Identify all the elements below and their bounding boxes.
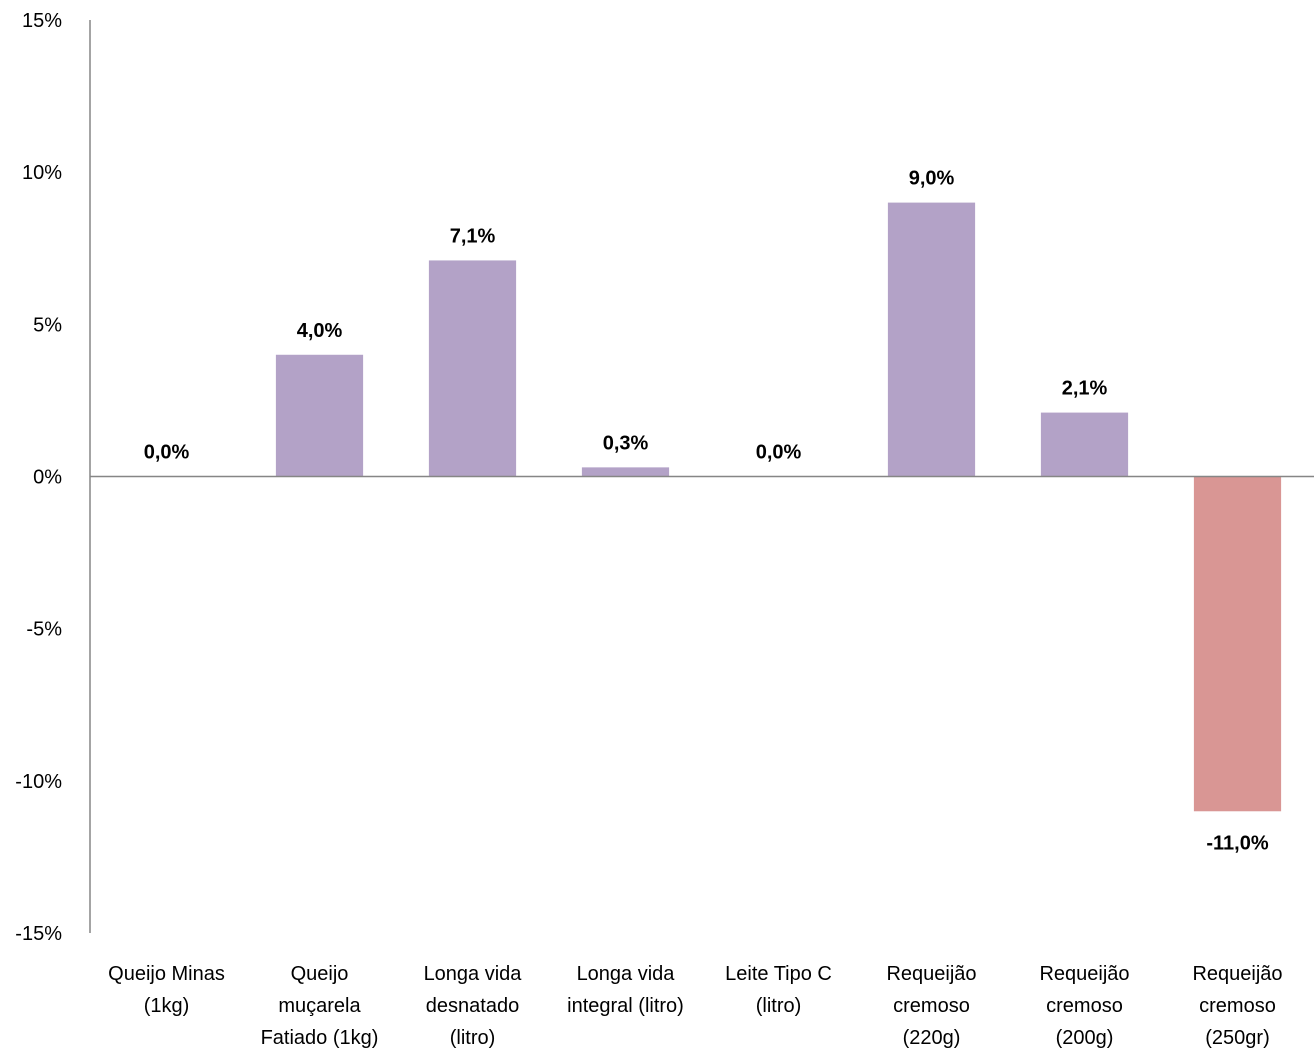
y-tick-label: 15% [22, 10, 62, 32]
data-label: -11,0% [1206, 832, 1268, 854]
y-tick-label: -5% [26, 619, 62, 641]
data-label: 4,0% [297, 320, 343, 342]
category-label: (litro) [450, 1027, 496, 1049]
category-label: Queijo Minas [108, 963, 225, 985]
category-label: (1kg) [144, 995, 190, 1017]
category-label: muçarela [278, 995, 361, 1017]
category-labels: Queijo Minas (1kg) Queijo muçarela Fatiado (… [108, 963, 1282, 1049]
bar [428, 260, 517, 477]
category-label: Fatiado (1kg) [261, 1027, 379, 1049]
category-label: cremoso [1046, 995, 1123, 1017]
category-label: integral (litro) [567, 995, 684, 1017]
data-label: 9,0% [909, 168, 955, 190]
category-label: (litro) [756, 995, 802, 1017]
category-label: (250gr) [1205, 1027, 1269, 1049]
data-label: 0,3% [603, 432, 649, 454]
y-tick-label: 0% [33, 467, 62, 489]
category-label: (200g) [1056, 1027, 1114, 1049]
category-label: Requeijão [1039, 963, 1129, 985]
y-tick-label: -10% [15, 771, 62, 793]
y-tick-label: 10% [22, 162, 62, 184]
category-label: Requeijão [1192, 963, 1282, 985]
bar [887, 202, 976, 477]
y-tick-label: -15% [15, 923, 62, 945]
category-label: Longa vida [424, 963, 523, 985]
bar [1193, 476, 1282, 812]
category-label: cremoso [1199, 995, 1276, 1017]
y-tick-label: 5% [33, 314, 62, 336]
category-label: Queijo [291, 963, 349, 985]
bar [275, 354, 364, 477]
category-label: Leite Tipo C [725, 963, 832, 985]
bars [275, 202, 1282, 812]
category-label: Requeijão [886, 963, 976, 985]
category-label: (220g) [903, 1027, 961, 1049]
data-label: 0,0% [144, 442, 190, 464]
category-label: cremoso [893, 995, 970, 1017]
y-axis-ticks: 15% 10% 5% 0% -5% -10% -15% [15, 10, 62, 945]
data-label: 2,1% [1062, 378, 1108, 400]
bar [581, 467, 670, 477]
category-label: desnatado [426, 995, 519, 1017]
bar [1040, 412, 1129, 477]
category-label: Longa vida [577, 963, 676, 985]
data-label: 0,0% [756, 442, 802, 464]
data-label: 7,1% [450, 225, 496, 247]
data-labels: 0,0% 4,0% 7,1% 0,3% 0,0% 9,0% 2,1% -11,0% [144, 168, 1269, 855]
